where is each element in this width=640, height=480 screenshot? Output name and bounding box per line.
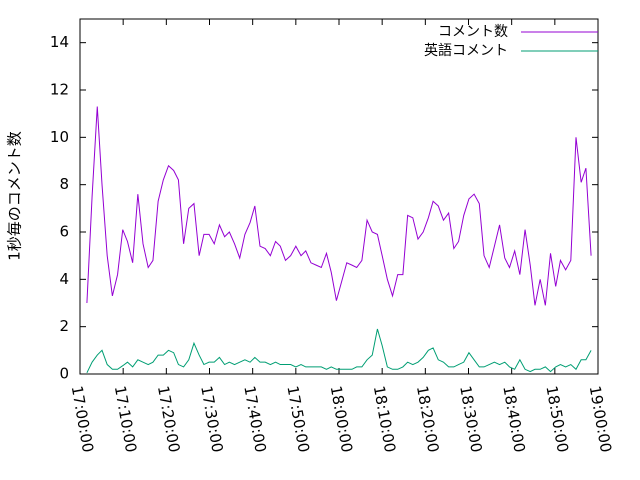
x-tick-label: 17:50:00 <box>283 384 312 453</box>
x-tick-label: 18:00:00 <box>327 384 356 453</box>
y-tick-label: 4 <box>59 270 69 288</box>
x-tick-label: 17:40:00 <box>240 384 269 453</box>
y-tick-label: 8 <box>59 175 69 193</box>
y-tick-label: 6 <box>59 223 69 241</box>
y-tick-label: 0 <box>59 365 69 383</box>
x-tick-label: 18:40:00 <box>499 384 528 453</box>
x-tick-label: 17:20:00 <box>154 384 183 453</box>
y-tick-label: 10 <box>50 128 69 146</box>
x-tick-label: 17:00:00 <box>68 384 97 453</box>
series-line <box>86 106 592 306</box>
legend-label: 英語コメント <box>424 42 508 59</box>
x-tick-label: 18:10:00 <box>370 384 399 453</box>
y-tick-label: 2 <box>59 317 69 335</box>
legend-label: コメント数 <box>438 24 508 40</box>
y-tick-label: 14 <box>50 33 69 51</box>
plot-frame <box>79 18 599 375</box>
series-line <box>86 328 592 374</box>
x-tick-label: 18:20:00 <box>413 384 442 453</box>
x-tick-label: 18:50:00 <box>542 384 571 453</box>
x-tick-label: 18:30:00 <box>456 384 485 453</box>
y-tick-label: 12 <box>50 81 69 99</box>
x-tick-label: 17:10:00 <box>111 384 140 453</box>
x-tick-label: 17:30:00 <box>197 384 226 453</box>
y-axis-label: 1秒毎のコメント数 <box>6 131 24 261</box>
x-tick-label: 19:00:00 <box>586 384 615 453</box>
